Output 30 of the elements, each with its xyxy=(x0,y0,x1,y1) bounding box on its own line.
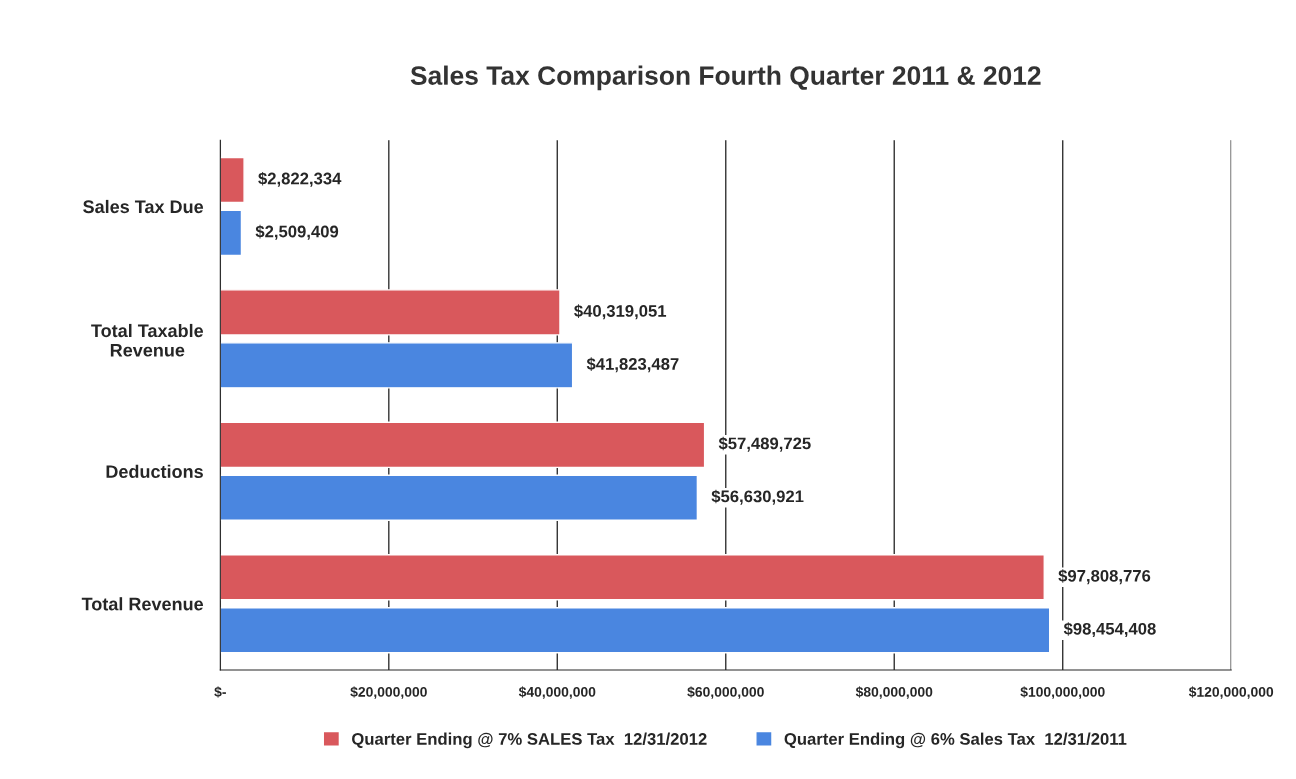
x-tick-label: $40,000,000 xyxy=(518,686,596,699)
data-label: $41,823,487 xyxy=(586,357,679,373)
data-label: $40,319,051 xyxy=(574,304,667,320)
data-label: $57,489,725 xyxy=(718,436,811,452)
y-tick-label: Total Taxable Revenue xyxy=(91,323,204,357)
bar xyxy=(220,554,1045,601)
x-tick-label: $80,000,000 xyxy=(855,686,933,699)
x-tick-label: $60,000,000 xyxy=(687,686,764,699)
x-tick-label: $100,000,000 xyxy=(1020,686,1105,699)
x-tick-label: $- xyxy=(214,686,226,698)
data-label: $98,454,408 xyxy=(1063,622,1156,638)
bar xyxy=(220,209,243,257)
bar xyxy=(220,342,574,389)
legend-label: Quarter Ending @ 7% SALES Tax 12/31/2012 xyxy=(352,732,707,749)
data-label: $2,509,409 xyxy=(255,224,339,240)
bar xyxy=(220,289,561,336)
data-label: $2,822,334 xyxy=(258,171,342,187)
y-tick-label: Total Revenue xyxy=(81,597,204,611)
bar xyxy=(220,607,1051,654)
y-tick-label: Deductions xyxy=(106,464,203,479)
data-label: $56,630,921 xyxy=(711,489,804,505)
data-label: $97,808,776 xyxy=(1058,569,1151,585)
legend-label: Quarter Ending @ 6% Sales Tax 12/31/2011 xyxy=(784,732,1127,749)
chart-title: Sales Tax Comparison Fourth Quarter 2011 & 2012 xyxy=(410,65,1041,91)
bar xyxy=(220,156,245,204)
y-tick-label: Sales Tax Due xyxy=(83,199,204,214)
bar xyxy=(220,474,699,521)
bar xyxy=(220,421,706,469)
x-tick-label: $20,000,000 xyxy=(350,686,427,699)
x-tick-label: $120,000,000 xyxy=(1188,686,1274,699)
